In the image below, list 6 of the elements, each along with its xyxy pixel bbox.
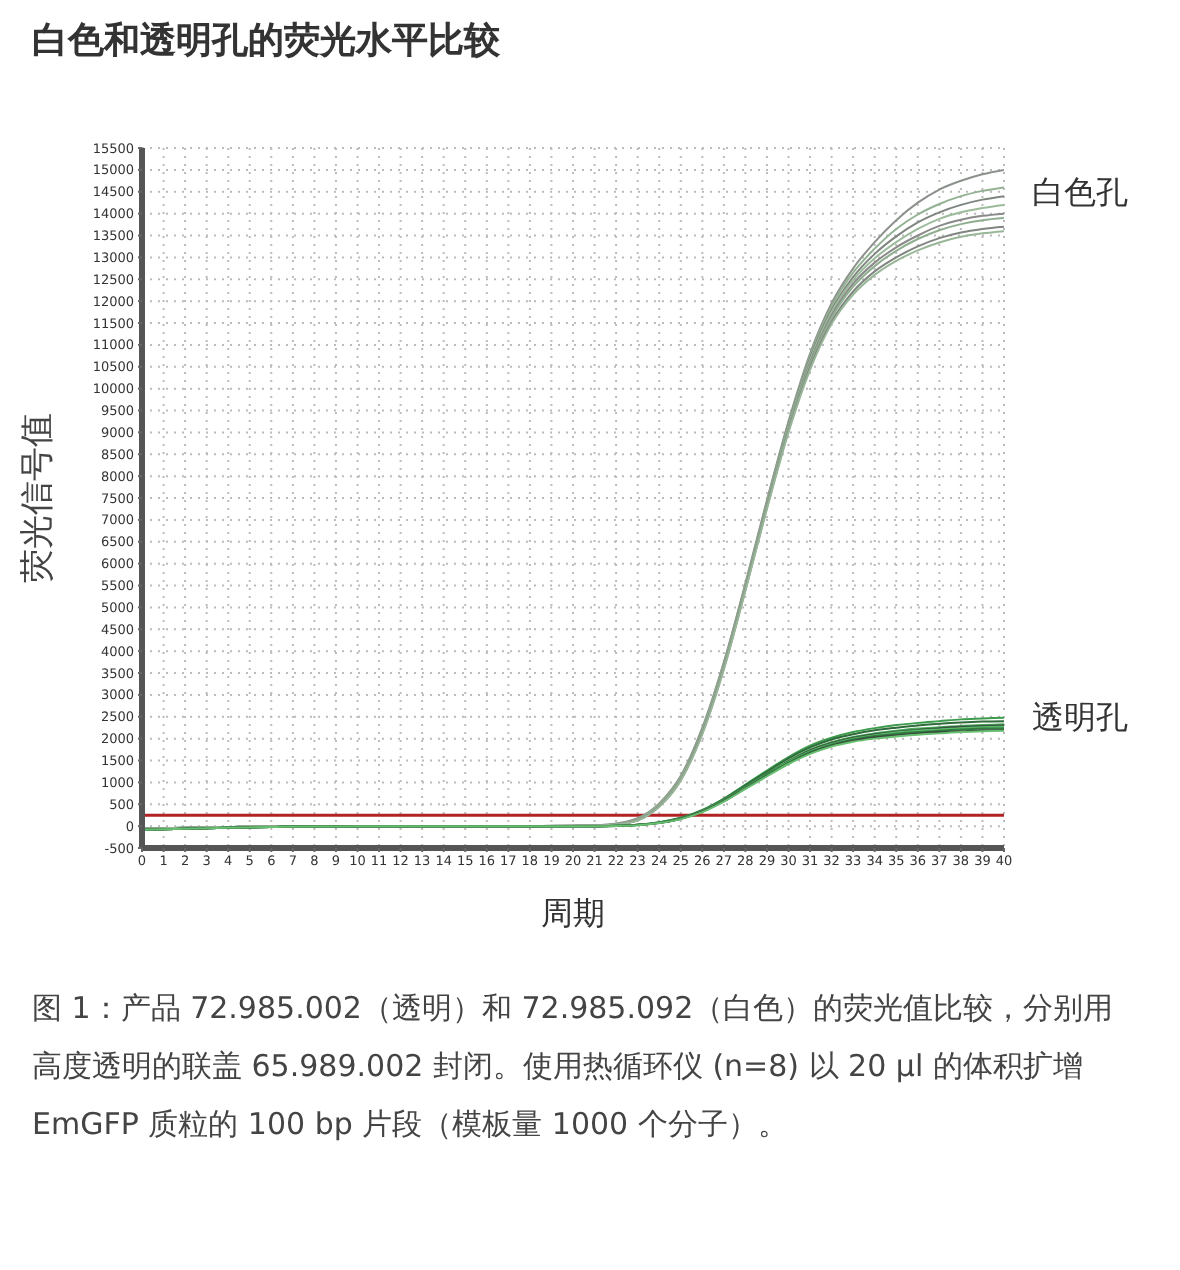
- y-axis-title: 荧光信号值: [18, 413, 59, 583]
- chart-title: 白色和透明孔的荧光水平比较: [32, 18, 502, 64]
- annotation: 白色孔: [1032, 173, 1128, 212]
- annotation: 透明孔: [1032, 698, 1128, 737]
- caption: 图 1：产品 72.985.002（透明）和 72.985.092（白色）的荧光值比较，分别用高度透明的联盖 65.989.002 封闭。使用热循环仪 (n=8) 以 20 µl 的体积扩增 EmGFP 质粒的 100 bp 片段（模板量 1000 个分子）。: [32, 988, 1116, 1146]
- x-axis-title: 周期: [541, 894, 605, 932]
